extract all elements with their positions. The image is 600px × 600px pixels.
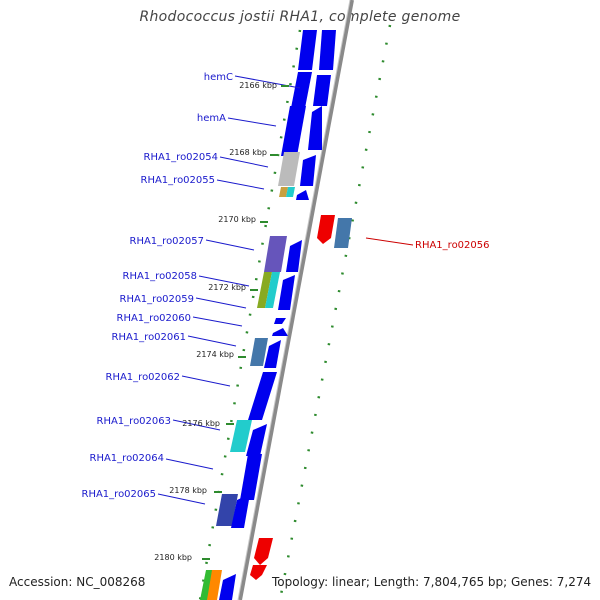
genome-backbone-highlight (237, 0, 351, 600)
right-dotted-track (278, 24, 392, 600)
gene-block[interactable] (298, 30, 317, 70)
genome-title: Rhodococcus jostii RHA1, complete genome (139, 9, 461, 25)
gene-arrow[interactable] (246, 424, 267, 456)
leader-line (157, 493, 206, 505)
tick-label: 2166 kbp (239, 81, 277, 90)
leader-line (172, 419, 221, 431)
gene-label[interactable]: RHA1_ro02062 (106, 372, 181, 383)
gene-highlight[interactable] (317, 215, 335, 244)
gene-block[interactable] (250, 338, 268, 366)
gene-block[interactable] (207, 570, 222, 600)
gene-block[interactable] (240, 454, 262, 500)
gene-label[interactable]: hemA (197, 113, 226, 124)
tick-label: 2176 kbp (182, 419, 220, 428)
gene-arrow[interactable] (300, 155, 316, 186)
leader-line (234, 75, 301, 89)
tick-label: 2178 kbp (169, 486, 207, 495)
gene-arrow[interactable] (286, 240, 302, 272)
gene-arrow[interactable] (219, 574, 236, 600)
gene-block[interactable] (216, 494, 238, 526)
gene-arrow[interactable] (313, 75, 331, 106)
highlight-gene-label[interactable]: RHA1_ro02056 (415, 240, 490, 251)
gene-block[interactable] (279, 187, 288, 197)
gene-label[interactable]: RHA1_ro02065 (82, 489, 157, 500)
leader-line (205, 239, 255, 251)
gene-label[interactable]: RHA1_ro02060 (117, 313, 192, 324)
gene-block[interactable] (265, 272, 280, 308)
tick-label: 2170 kbp (218, 215, 256, 224)
gene-arrow[interactable] (296, 190, 309, 200)
genome-backbone (238, 0, 354, 600)
gene-arrow[interactable] (319, 30, 336, 70)
gene-arrow[interactable] (278, 275, 295, 310)
gene-block[interactable] (257, 272, 272, 308)
gene-label[interactable]: RHA1_ro02057 (130, 236, 205, 247)
leader-line (192, 316, 243, 327)
gene-block[interactable] (291, 72, 312, 108)
gene-arrow[interactable] (274, 318, 286, 324)
tick-label: 2172 kbp (208, 283, 246, 292)
gene-block[interactable] (264, 236, 287, 272)
gene-label[interactable]: RHA1_ro02061 (112, 332, 187, 343)
gene-block[interactable] (281, 106, 306, 156)
leader-line (198, 275, 250, 287)
gene-block[interactable] (334, 218, 352, 248)
gene-block[interactable] (254, 538, 273, 565)
leader-line (219, 156, 269, 168)
tick-label: 2174 kbp (196, 350, 234, 359)
gene-arrow[interactable] (308, 106, 322, 150)
tick-label: 2180 kbp (154, 553, 192, 562)
genome-summary-text: Topology: linear; Length: 7,804,765 bp; … (272, 575, 592, 589)
leader-line (216, 179, 265, 190)
leader-line (181, 375, 231, 387)
gene-label[interactable]: RHA1_ro02054 (144, 152, 219, 163)
leader-line (187, 335, 237, 347)
gene-block[interactable] (248, 372, 277, 420)
gene-arrow[interactable] (231, 494, 250, 528)
leader-line (165, 458, 214, 470)
gene-block[interactable] (286, 187, 295, 197)
accession-text: Accession: NC_008268 (9, 575, 146, 589)
gene-block[interactable] (230, 420, 252, 452)
left-dotted-track (198, 29, 302, 600)
leader-line (195, 297, 247, 309)
gene-label[interactable]: RHA1_ro02059 (120, 294, 195, 305)
gene-arrow[interactable] (272, 328, 288, 336)
leader-line-highlight (365, 237, 414, 246)
gene-arrow[interactable] (264, 340, 281, 368)
gene-label[interactable]: RHA1_ro02063 (97, 416, 172, 427)
gene-label[interactable]: RHA1_ro02064 (90, 453, 165, 464)
gene-block[interactable] (278, 152, 300, 186)
gene-label[interactable]: RHA1_ro02055 (141, 175, 216, 186)
gene-label[interactable]: hemC (204, 72, 233, 83)
gene-label[interactable]: RHA1_ro02058 (123, 271, 198, 282)
tick-label: 2168 kbp (229, 148, 267, 157)
gene-block[interactable] (250, 565, 267, 580)
leader-line (227, 117, 277, 127)
